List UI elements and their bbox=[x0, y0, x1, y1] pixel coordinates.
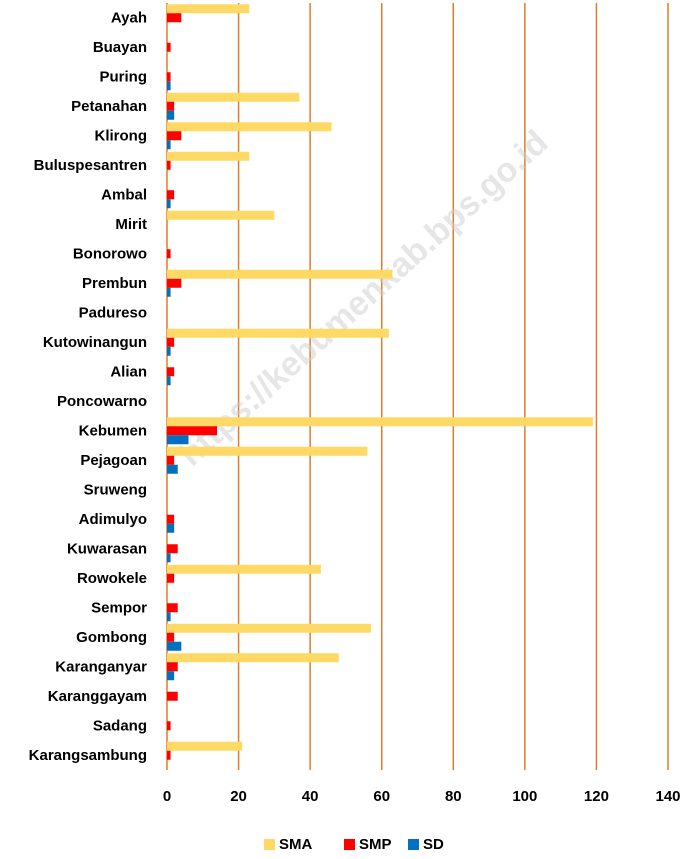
bar bbox=[167, 671, 175, 681]
y-tick-label: Mirit bbox=[115, 216, 147, 233]
y-tick-label: Adimulyo bbox=[79, 511, 147, 528]
y-tick-label: Alian bbox=[110, 364, 147, 381]
y-tick-label: Buluspesantren bbox=[34, 157, 147, 174]
bar bbox=[167, 190, 175, 200]
bar bbox=[167, 446, 368, 456]
bar bbox=[167, 4, 250, 14]
y-tick-label: Ambal bbox=[101, 187, 147, 204]
y-tick-label: Petanahan bbox=[71, 98, 147, 115]
y-tick-label: Pejagoan bbox=[80, 452, 147, 469]
y-tick-label: Prembun bbox=[82, 275, 147, 292]
legend-swatch bbox=[264, 839, 275, 850]
bar bbox=[167, 741, 243, 751]
bar bbox=[167, 199, 171, 209]
bar bbox=[167, 151, 250, 161]
bar bbox=[167, 464, 178, 474]
bar bbox=[167, 564, 321, 574]
bar bbox=[167, 131, 182, 141]
bar bbox=[167, 691, 178, 701]
y-tick-label: Klirong bbox=[95, 128, 148, 145]
y-tick-label: Buayan bbox=[93, 39, 147, 56]
y-tick-label: Rowokele bbox=[77, 570, 147, 587]
bar bbox=[167, 210, 275, 220]
bar bbox=[167, 632, 175, 642]
bar bbox=[167, 376, 171, 386]
y-tick-label: Poncowarno bbox=[57, 393, 147, 410]
bar bbox=[167, 523, 175, 533]
bar bbox=[167, 278, 182, 288]
legend-label: SMA bbox=[279, 836, 313, 853]
bar bbox=[167, 140, 171, 150]
bar bbox=[167, 337, 175, 347]
y-tick-label: Kebumen bbox=[79, 423, 147, 440]
y-tick-label: Sempor bbox=[91, 600, 147, 617]
y-tick-label: Kutowinangun bbox=[43, 334, 147, 351]
bar bbox=[167, 653, 339, 663]
bar bbox=[167, 750, 171, 760]
y-tick-label: Sruweng bbox=[84, 482, 147, 499]
y-tick-label: Karanggayam bbox=[48, 688, 147, 705]
y-tick-label: Gombong bbox=[76, 629, 147, 646]
x-tick-label: 20 bbox=[230, 788, 247, 805]
legend-label: SMP bbox=[359, 836, 392, 853]
bar bbox=[167, 160, 171, 170]
bar bbox=[167, 623, 371, 633]
bar bbox=[167, 122, 332, 132]
bar bbox=[167, 287, 171, 297]
legend-swatch bbox=[344, 839, 355, 850]
x-tick-label: 120 bbox=[584, 788, 609, 805]
bar bbox=[167, 417, 593, 427]
bar bbox=[167, 13, 182, 23]
bar bbox=[167, 328, 389, 338]
bar bbox=[167, 435, 189, 445]
bar bbox=[167, 553, 171, 563]
x-tick-label: 0 bbox=[163, 788, 171, 805]
bar bbox=[167, 426, 218, 436]
x-tick-label: 80 bbox=[445, 788, 462, 805]
bar bbox=[167, 92, 300, 102]
bar bbox=[167, 367, 175, 377]
y-tick-label: Karangsambung bbox=[29, 747, 147, 764]
y-tick-label: Padureso bbox=[79, 305, 147, 322]
bar bbox=[167, 269, 393, 279]
y-tick-label: Bonorowo bbox=[73, 246, 147, 263]
bar bbox=[167, 81, 171, 91]
x-tick-label: 60 bbox=[373, 788, 390, 805]
bar bbox=[167, 72, 171, 82]
bar bbox=[167, 603, 178, 613]
bar bbox=[167, 101, 175, 111]
y-tick-label: Sadang bbox=[93, 718, 147, 735]
bar bbox=[167, 249, 171, 259]
x-tick-label: 100 bbox=[512, 788, 537, 805]
y-tick-label: Puring bbox=[100, 69, 148, 86]
bar bbox=[167, 42, 171, 52]
bar bbox=[167, 455, 175, 465]
bar bbox=[167, 514, 175, 524]
y-tick-label: Kuwarasan bbox=[67, 541, 147, 558]
bar bbox=[167, 721, 171, 731]
bar bbox=[167, 612, 171, 622]
bar bbox=[167, 662, 178, 672]
bar bbox=[167, 573, 175, 583]
x-tick-label: 140 bbox=[655, 788, 680, 805]
bar bbox=[167, 110, 175, 120]
legend-label: SD bbox=[423, 836, 444, 853]
x-tick-label: 40 bbox=[302, 788, 319, 805]
bar bbox=[167, 641, 182, 651]
y-tick-label: Karanganyar bbox=[55, 659, 147, 676]
y-tick-label: Ayah bbox=[111, 10, 147, 27]
bar bbox=[167, 346, 171, 356]
legend-swatch bbox=[408, 839, 419, 850]
bar bbox=[167, 544, 178, 554]
